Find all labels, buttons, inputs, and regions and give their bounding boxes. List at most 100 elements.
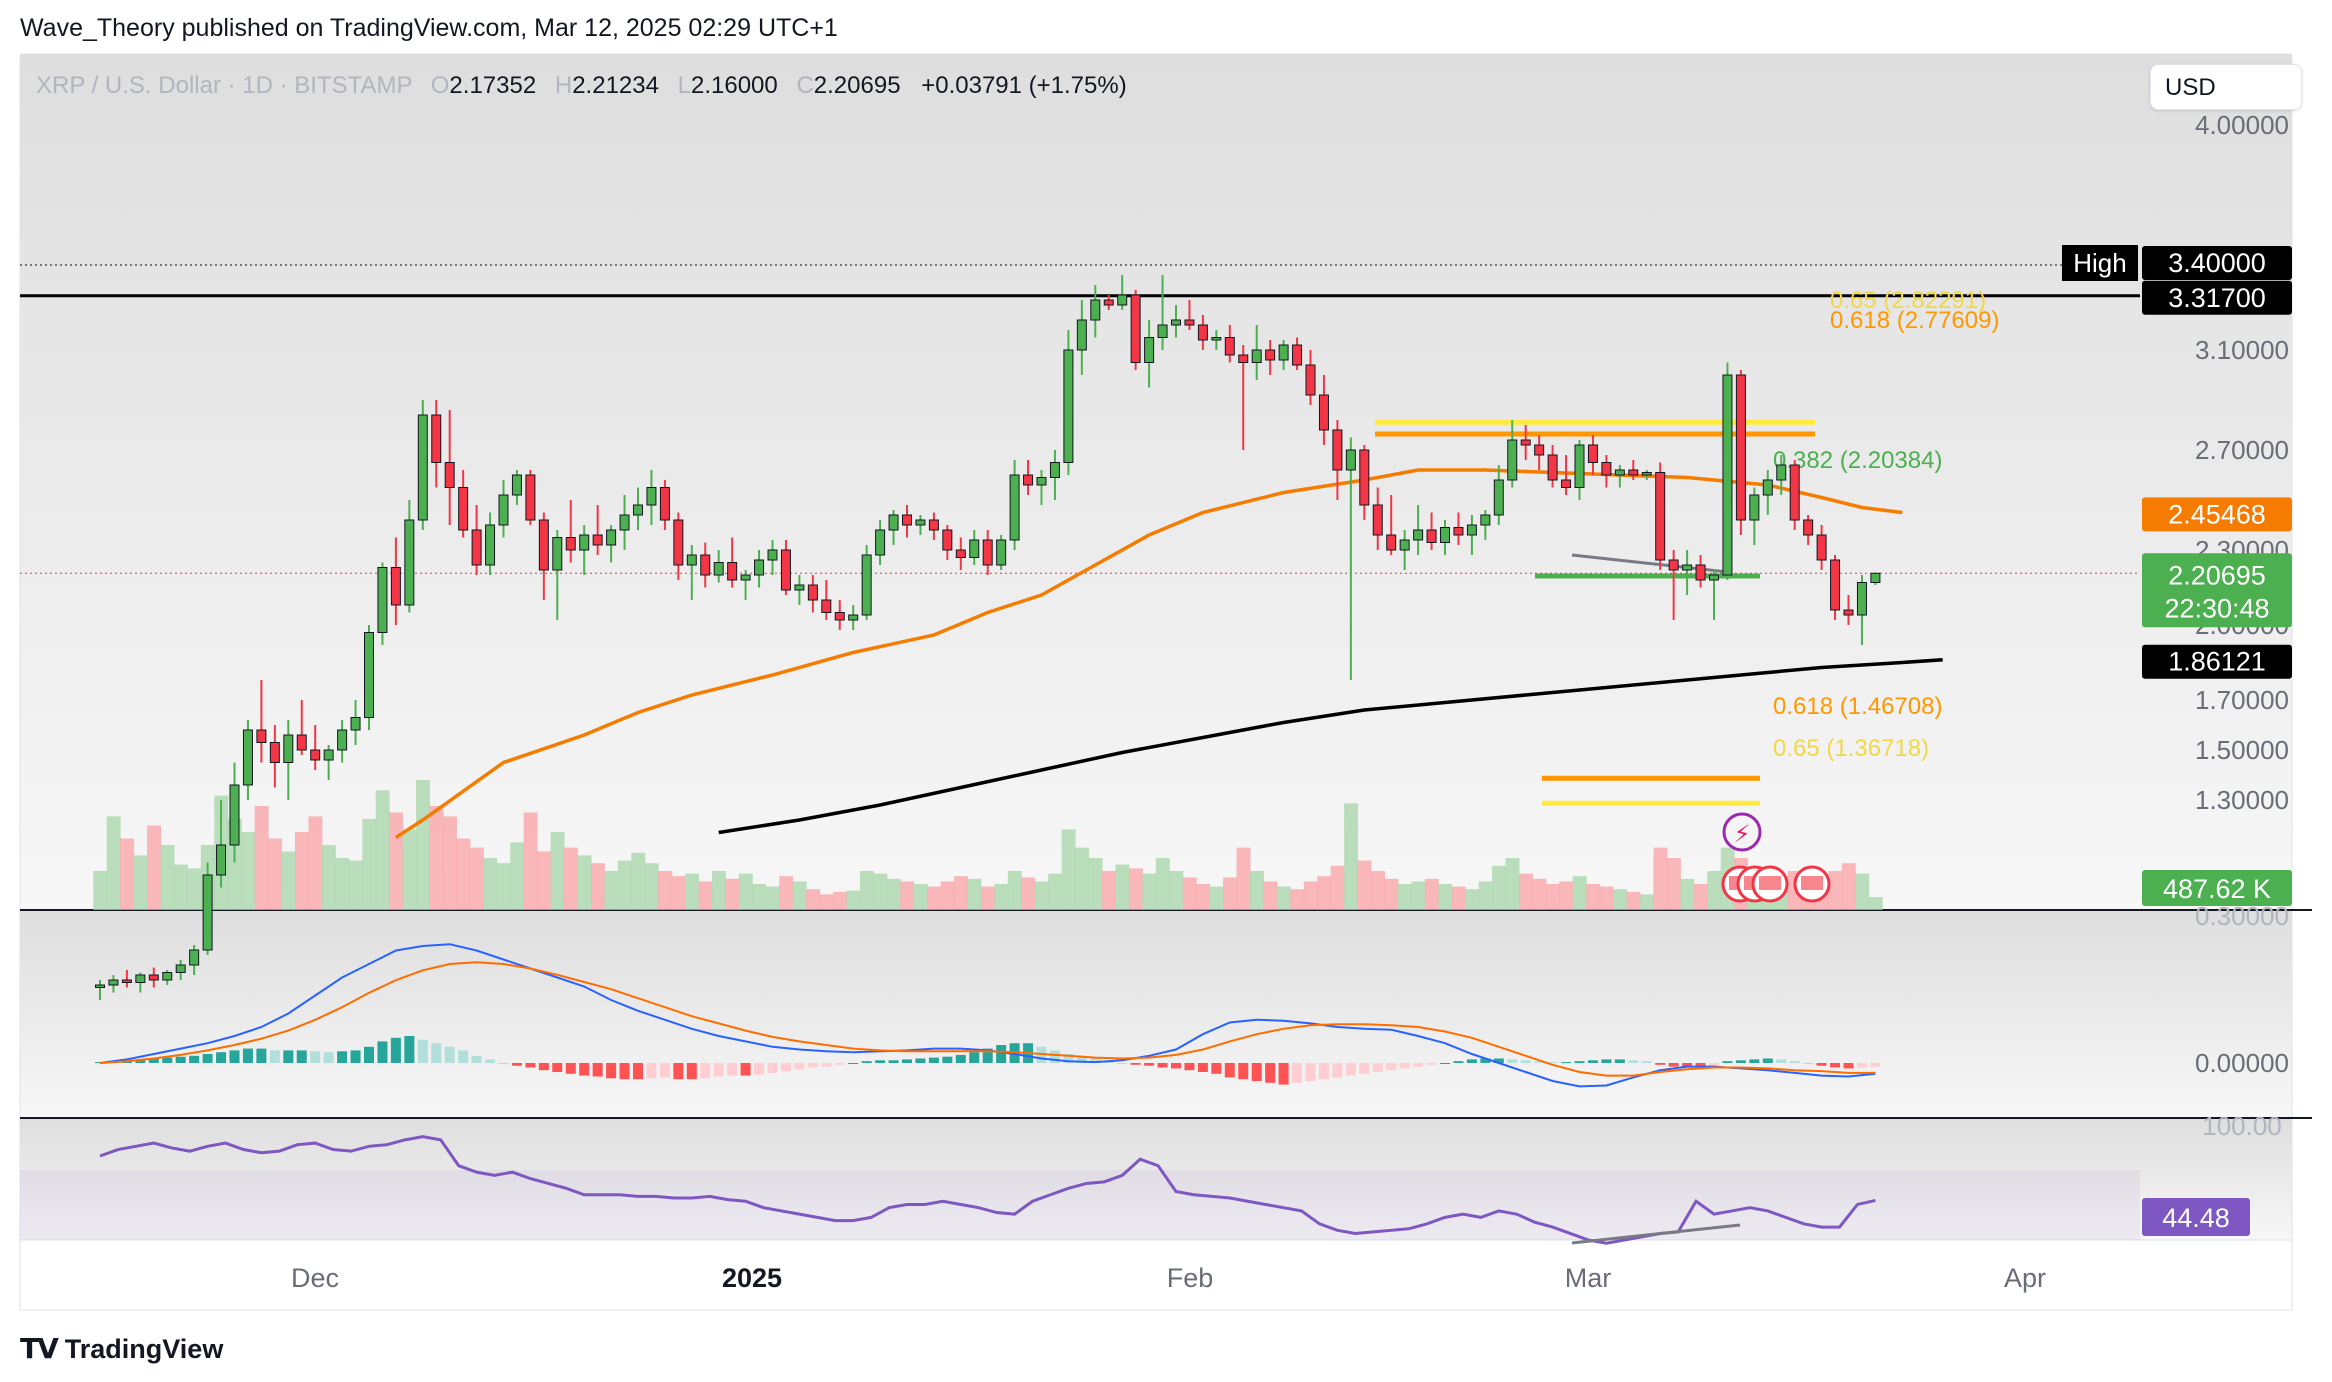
candle-body	[1413, 529, 1424, 541]
candle-body	[350, 717, 361, 731]
volume-bar	[631, 852, 646, 910]
candle-body	[417, 414, 428, 521]
macd-histogram-bar	[1251, 1063, 1262, 1081]
flag-icon	[1801, 876, 1823, 890]
candle-body	[1574, 444, 1585, 488]
volume-bar	[147, 825, 162, 910]
macd-histogram-bar	[431, 1043, 442, 1063]
price-tag-resistance: 3.31700	[2168, 283, 2266, 313]
macd-histogram-bar	[982, 1048, 993, 1063]
macd-histogram-bar	[1090, 1058, 1101, 1063]
macd-histogram-bar	[202, 1054, 213, 1063]
currency-button[interactable]: USD	[2150, 64, 2302, 110]
x-tick-label: Apr	[2004, 1263, 2046, 1293]
macd-histogram-bar	[1749, 1059, 1760, 1063]
volume-bar	[1397, 884, 1412, 910]
high-label: H	[554, 72, 573, 99]
macd-histogram-bar	[1668, 1063, 1679, 1067]
macd-histogram-bar	[1265, 1063, 1276, 1083]
rsi-tag: 44.48	[2162, 1203, 2230, 1233]
macd-histogram-bar	[337, 1051, 348, 1063]
volume-bar	[106, 816, 121, 910]
candle-body	[1466, 524, 1477, 536]
macd-histogram-bar	[1722, 1061, 1733, 1063]
macd-histogram-bar	[162, 1057, 173, 1063]
volume-bar	[1263, 881, 1278, 910]
candle-body	[538, 519, 549, 571]
macd-histogram-bar	[1709, 1063, 1719, 1067]
volume-bar	[886, 878, 901, 910]
candle-body	[955, 549, 966, 558]
macd-histogram-bar	[458, 1050, 469, 1063]
macd-histogram-bar	[1601, 1059, 1612, 1063]
volume-bar	[1102, 871, 1116, 910]
macd-histogram-bar	[377, 1041, 388, 1063]
macd-histogram-bar	[1762, 1058, 1773, 1063]
volume-bar	[1303, 881, 1318, 910]
candle-body	[1655, 472, 1666, 561]
volume-bar	[1411, 881, 1426, 910]
volume-bar	[1034, 881, 1049, 910]
macd-histogram-bar	[229, 1050, 240, 1063]
candle-body	[1063, 349, 1074, 463]
macd-histogram-bar	[592, 1063, 603, 1077]
candle-body	[1789, 464, 1800, 521]
macd-histogram-bar	[713, 1063, 724, 1077]
volume-bar	[1505, 858, 1520, 910]
volume-bar	[913, 884, 928, 910]
macd-histogram-bar	[1628, 1060, 1639, 1063]
candle-body	[364, 632, 374, 718]
volume-bar	[1344, 803, 1359, 910]
macd-histogram-bar	[1332, 1063, 1343, 1078]
candle-body	[1762, 479, 1773, 496]
volume-bar	[1532, 878, 1547, 910]
macd-histogram-bar	[1197, 1063, 1208, 1072]
volume-tag-bg	[2142, 870, 2292, 906]
fib-label: 0.65 (2.82291)	[1830, 287, 1986, 314]
candle-body	[928, 519, 939, 531]
macd-histogram-bar	[256, 1048, 267, 1063]
volume-bar	[765, 886, 780, 910]
macd-histogram-bar	[727, 1063, 738, 1076]
candle-body	[579, 534, 590, 551]
volume-bar	[348, 860, 363, 910]
macd-histogram-bar	[915, 1058, 926, 1063]
candle-body	[1520, 439, 1531, 446]
volume-bar	[1545, 884, 1560, 910]
volume-bar	[416, 780, 431, 910]
candle-body	[1816, 534, 1827, 561]
candle-body	[754, 559, 765, 576]
candle-body	[1090, 299, 1101, 321]
macd-histogram-bar	[1224, 1063, 1235, 1078]
fib-label: 0.618 (2.77609)	[1830, 307, 1999, 334]
volume-bar	[698, 881, 713, 910]
volume-bar	[483, 858, 498, 910]
macd-histogram-bar	[444, 1046, 455, 1063]
macd-histogram-bar	[1574, 1061, 1585, 1063]
candle-body	[1641, 472, 1652, 476]
candle-body	[1117, 294, 1128, 306]
tradingview-logo[interactable]: 𝗧𝗩 TradingView	[20, 1332, 223, 1365]
candle-body	[1843, 609, 1854, 616]
candle-body	[471, 529, 482, 566]
macd-histogram-bar	[969, 1052, 980, 1063]
close-label: C	[796, 72, 814, 99]
macd-histogram-bar	[673, 1063, 684, 1080]
volume-tag: 487.62 K	[2163, 874, 2271, 904]
volume-bar	[792, 881, 807, 910]
volume-bar	[617, 860, 632, 910]
volume-bar	[510, 842, 525, 910]
candle-body	[1386, 534, 1397, 551]
macd-histogram-bar	[1830, 1063, 1841, 1068]
volume-bar	[752, 884, 767, 910]
candle-body	[1614, 469, 1625, 476]
symbol-label[interactable]: XRP / U.S. Dollar · 1D · BITSTAMP	[36, 72, 413, 99]
macd-histogram-bar	[754, 1063, 765, 1075]
volume-bar	[1465, 889, 1480, 910]
macd-histogram-bar	[1359, 1063, 1370, 1074]
volume-bar	[1115, 864, 1130, 910]
volume-bar	[241, 832, 256, 910]
volume-bar	[1317, 876, 1332, 910]
candle-body	[834, 612, 845, 621]
